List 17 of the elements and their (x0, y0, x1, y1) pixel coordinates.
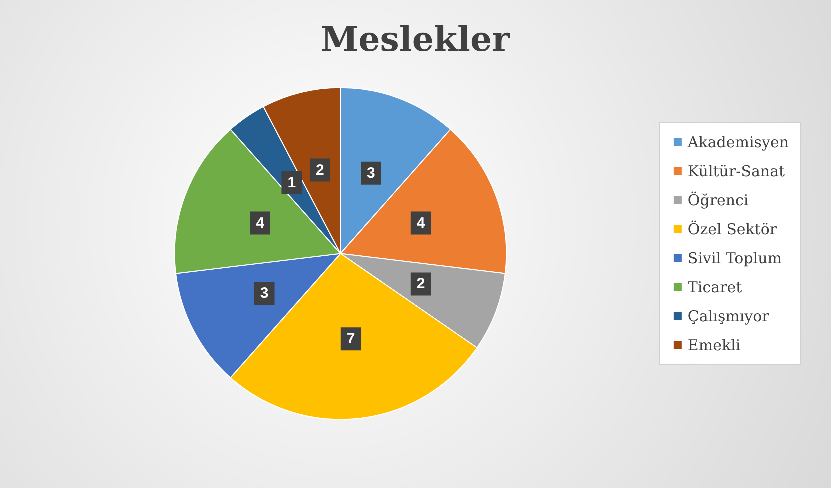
data-label: 7 (346, 330, 356, 348)
legend-label: Ticaret (688, 278, 742, 296)
chart-title: Meslekler (321, 20, 512, 60)
data-label: 2 (316, 162, 324, 179)
data-label: 4 (416, 214, 426, 232)
legend-label: Emekli (688, 336, 741, 354)
data-label: 4 (256, 214, 266, 232)
legend-label: Öğrenci (688, 192, 749, 210)
data-label: 3 (260, 285, 269, 302)
data-label: 3 (367, 164, 376, 182)
legend-label: Kültür-Sanat (688, 162, 786, 180)
legend-label: Çalışmıyor (688, 308, 770, 326)
data-label: 2 (416, 276, 426, 293)
data-label: 1 (288, 174, 296, 192)
legend-label: Özel Sektör (688, 220, 778, 238)
legend-label: Sivil Toplum (688, 250, 782, 268)
legend-label: Akademisyen (686, 134, 790, 152)
